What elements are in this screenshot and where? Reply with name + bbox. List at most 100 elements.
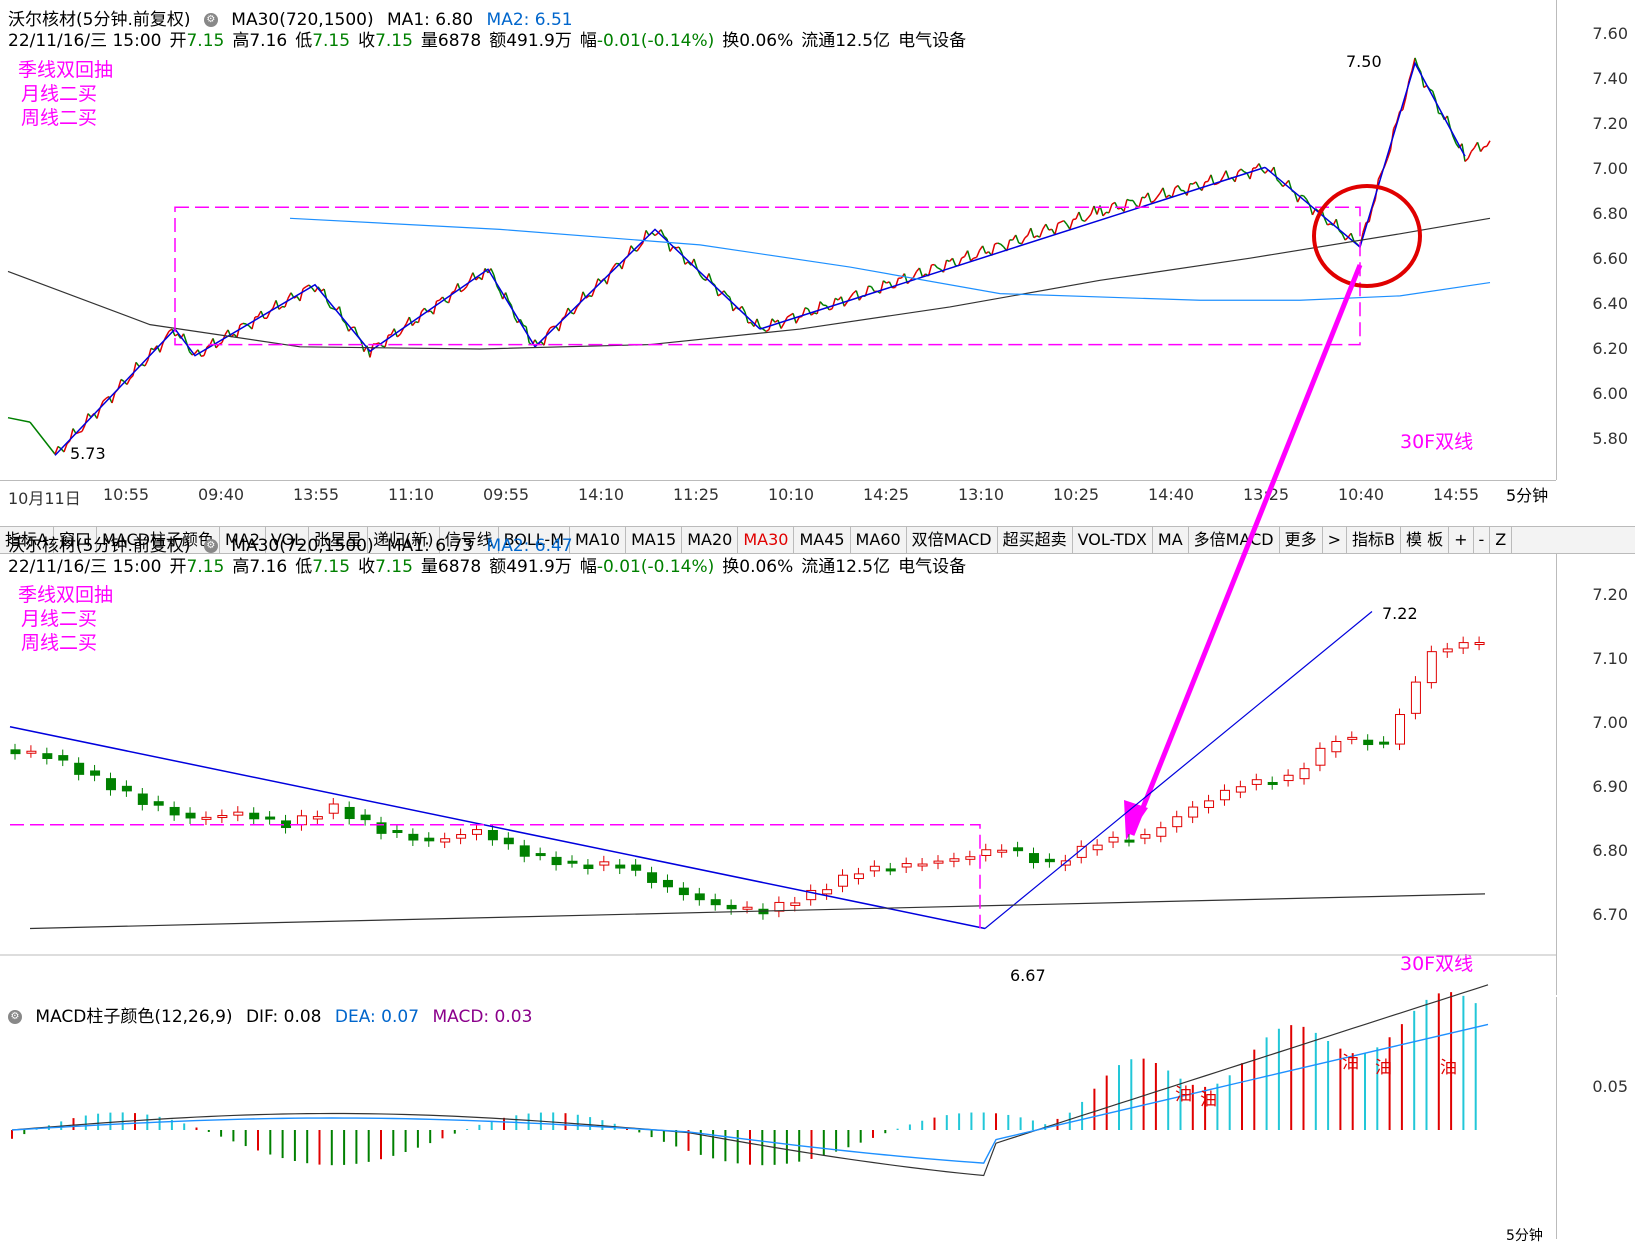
price-segment bbox=[883, 281, 886, 283]
price-segment bbox=[273, 300, 276, 308]
price-segment bbox=[240, 323, 243, 325]
price-segment bbox=[1103, 212, 1106, 216]
price-segment bbox=[1034, 236, 1037, 238]
candle-body bbox=[488, 831, 497, 840]
price-segment bbox=[470, 273, 473, 280]
candle-body bbox=[1189, 807, 1198, 817]
callout-arrow bbox=[1132, 265, 1360, 835]
candle-body bbox=[679, 888, 688, 894]
price-segment bbox=[655, 233, 658, 235]
price-segment bbox=[1076, 212, 1079, 219]
candle-body bbox=[122, 786, 131, 791]
candle-body bbox=[1141, 835, 1150, 839]
candle-body bbox=[616, 865, 625, 868]
candle-body bbox=[1411, 682, 1420, 713]
price-segment bbox=[136, 362, 139, 366]
price-segment bbox=[252, 317, 255, 329]
price-segment bbox=[685, 262, 688, 264]
oil-signal-label: 油 bbox=[1375, 1058, 1392, 1078]
price-segment bbox=[1178, 186, 1181, 191]
candle-body bbox=[138, 794, 147, 804]
price-segment bbox=[670, 247, 673, 252]
price-segment bbox=[763, 329, 766, 331]
price-segment bbox=[880, 281, 883, 293]
price-segment bbox=[121, 379, 124, 381]
candle-body bbox=[854, 874, 863, 879]
candle-body bbox=[202, 817, 211, 819]
top-y-tick: 7.20 bbox=[1592, 114, 1628, 133]
price-segment bbox=[1250, 168, 1253, 179]
candle-body bbox=[1045, 859, 1054, 861]
price-segment bbox=[935, 265, 938, 268]
candle-body bbox=[663, 880, 672, 886]
price-segment bbox=[1148, 193, 1151, 203]
candle-body bbox=[1252, 780, 1261, 785]
candle-body bbox=[870, 866, 879, 871]
candle-body bbox=[59, 756, 68, 760]
candle-body bbox=[1236, 787, 1245, 792]
price-segment bbox=[919, 268, 922, 277]
candle-body bbox=[950, 859, 959, 861]
mid-y-tick: 6.80 bbox=[1592, 841, 1628, 860]
top-y-tick: 6.40 bbox=[1592, 294, 1628, 313]
candle-body bbox=[1220, 790, 1229, 799]
price-segment bbox=[461, 290, 464, 292]
price-segment bbox=[58, 446, 61, 448]
price-segment bbox=[953, 258, 956, 265]
top-y-tick: 7.60 bbox=[1592, 24, 1628, 43]
price-segment bbox=[1154, 197, 1157, 201]
price-segment bbox=[733, 307, 736, 311]
candle-body bbox=[1029, 854, 1038, 863]
candle-body bbox=[536, 854, 545, 856]
price-segment bbox=[1471, 148, 1474, 152]
candle-body bbox=[1173, 817, 1182, 827]
price-segment bbox=[1468, 152, 1471, 159]
price-segment bbox=[805, 308, 808, 309]
price-segment bbox=[175, 334, 178, 336]
candle-body bbox=[1427, 652, 1436, 683]
candle-body bbox=[1475, 643, 1484, 645]
price-segment bbox=[1088, 214, 1091, 218]
price-segment bbox=[1025, 235, 1028, 238]
price-segment bbox=[1481, 147, 1484, 152]
price-segment bbox=[1064, 221, 1067, 225]
price-segment bbox=[742, 306, 745, 312]
price-segment bbox=[727, 295, 730, 298]
candle-body bbox=[1268, 782, 1277, 784]
highlight-circle bbox=[1314, 186, 1420, 286]
candle-body bbox=[504, 838, 513, 844]
price-segment bbox=[820, 302, 823, 305]
candle-body bbox=[457, 835, 466, 839]
price-segment bbox=[1187, 184, 1190, 196]
price-segment bbox=[998, 243, 1001, 244]
price-segment bbox=[1205, 181, 1208, 182]
candle-body bbox=[695, 894, 704, 900]
top-y-tick: 6.20 bbox=[1592, 339, 1628, 358]
price-segment bbox=[1028, 228, 1031, 235]
price-segment bbox=[1001, 244, 1004, 247]
candle-body bbox=[1284, 775, 1293, 780]
candle-body bbox=[1109, 837, 1118, 842]
mid-y-tick: 7.00 bbox=[1592, 713, 1628, 732]
price-segment bbox=[598, 279, 601, 282]
candle-body bbox=[520, 846, 529, 856]
price-segment bbox=[787, 315, 790, 317]
candle-body bbox=[1125, 840, 1134, 842]
candle-body bbox=[902, 864, 911, 867]
candle-body bbox=[966, 857, 975, 860]
candle-body bbox=[727, 905, 736, 908]
price-segment bbox=[718, 294, 721, 296]
candle-body bbox=[632, 865, 641, 870]
candle-body bbox=[313, 817, 322, 819]
top-y-tick: 7.00 bbox=[1592, 159, 1628, 178]
zigzag-line-2 bbox=[1265, 63, 1465, 247]
price-segment bbox=[306, 285, 309, 287]
candle-body bbox=[1205, 801, 1214, 808]
price-segment bbox=[832, 298, 835, 308]
price-segment bbox=[646, 230, 649, 235]
candle-body bbox=[297, 816, 306, 825]
price-segment bbox=[288, 293, 291, 299]
price-segment bbox=[303, 287, 306, 289]
price-segment bbox=[1031, 228, 1034, 238]
